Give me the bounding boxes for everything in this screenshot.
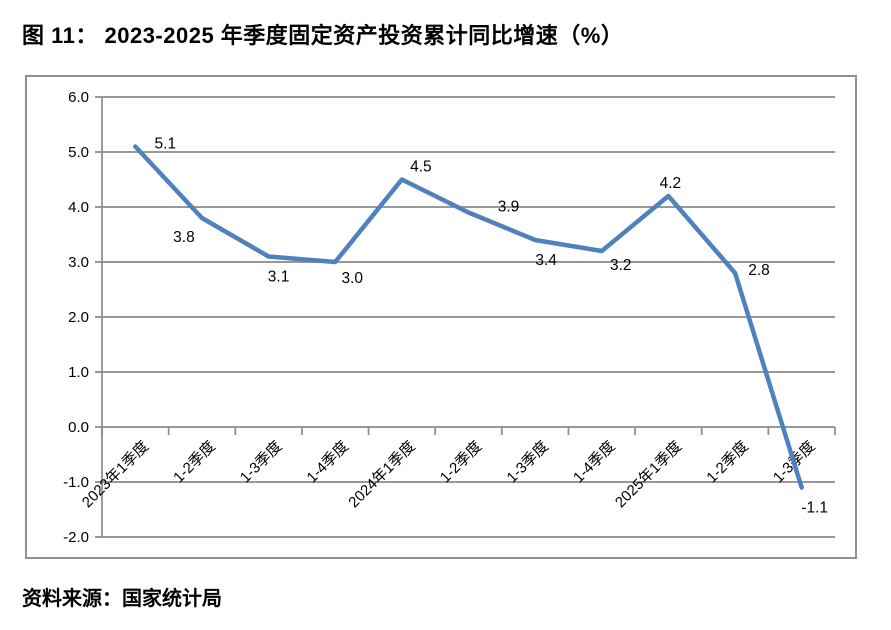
- x-category-label: 1-2季度: [437, 438, 486, 487]
- data-label: 5.1: [155, 136, 177, 153]
- y-tick-label: 2.0: [68, 309, 89, 326]
- y-tick-label: 4.0: [68, 199, 89, 216]
- y-tick-label: 0.0: [68, 419, 89, 436]
- chart-container: 6.0 5.0 4.0 3.0 2.0 1.0 0.0 -1.0 -2.0 2023年1季度 1-2…: [25, 75, 857, 559]
- data-label: 4.5: [410, 159, 432, 176]
- source-note: 资料来源：国家统计局: [22, 588, 222, 610]
- x-category-label: 1-4季度: [570, 438, 619, 487]
- x-category-label: 2023年1季度: [79, 438, 152, 511]
- data-label: 4.2: [660, 175, 682, 192]
- x-category-label: 2024年1季度: [345, 438, 418, 511]
- series-line: [133, 144, 804, 490]
- y-tick-label: -2.0: [63, 529, 89, 546]
- data-label: 3.2: [610, 257, 632, 274]
- data-label: 3.8: [173, 229, 195, 246]
- x-category-label: 2025年1季度: [612, 438, 685, 511]
- y-tick-label: 5.0: [68, 144, 89, 161]
- line-chart: 6.0 5.0 4.0 3.0 2.0 1.0 0.0 -1.0 -2.0 2023年1季度 1-2…: [63, 89, 836, 546]
- y-tick-label: 6.0: [68, 89, 89, 106]
- x-category-label: 1-2季度: [170, 438, 219, 487]
- figure-title: 图 11： 2023-2025 年季度固定资产投资累计同比增速（%）: [22, 23, 624, 48]
- data-label: 3.4: [535, 252, 557, 269]
- x-category-label: 1-4季度: [303, 438, 352, 487]
- data-label: 3.1: [268, 269, 290, 286]
- x-category-label: 1-2季度: [703, 438, 752, 487]
- y-tick-label: 1.0: [68, 364, 89, 381]
- y-tick-label: -1.0: [63, 474, 89, 491]
- y-tick-label: 3.0: [68, 254, 89, 271]
- x-category-label: 1-3季度: [503, 438, 552, 487]
- data-label: 3.9: [498, 199, 520, 216]
- data-label: 2.8: [748, 262, 770, 279]
- data-label: -1.1: [801, 500, 828, 517]
- data-label: 3.0: [341, 270, 363, 287]
- x-category-label: 1-3季度: [237, 438, 286, 487]
